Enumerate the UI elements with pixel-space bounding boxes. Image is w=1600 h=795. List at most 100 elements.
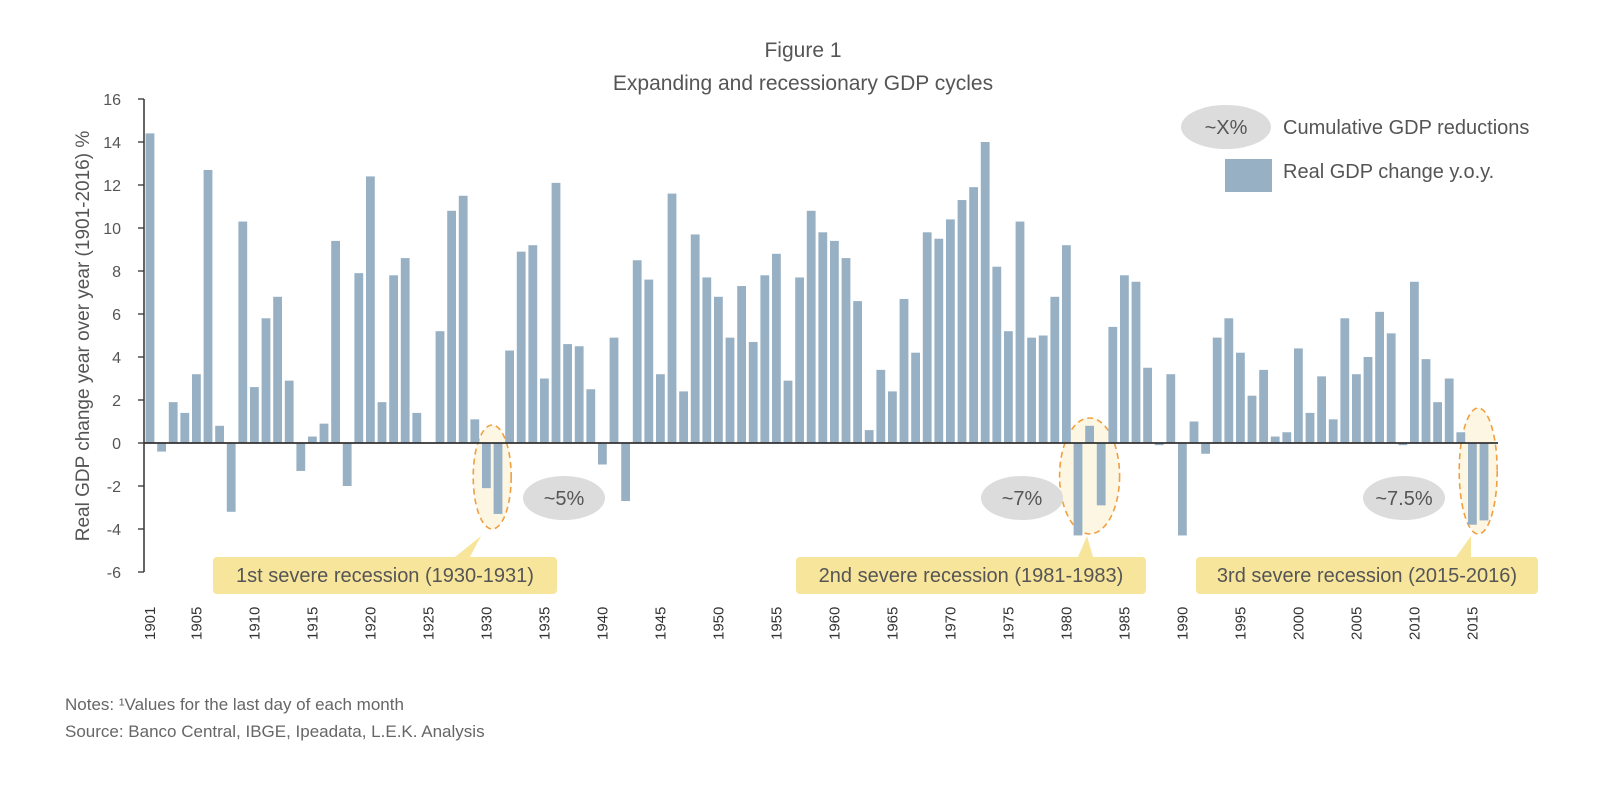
x-tick-label: 1945 <box>652 607 669 640</box>
y-tick-label: 2 <box>112 393 121 410</box>
bar <box>679 391 688 443</box>
y-tick-label: 12 <box>103 178 121 195</box>
bar <box>1398 443 1408 446</box>
x-tick-label: 1990 <box>1174 607 1191 640</box>
legend-bar-label: Real GDP change y.o.y. <box>1283 161 1494 183</box>
bar <box>296 443 306 471</box>
legend-reduction-label: Cumulative GDP reductions <box>1283 117 1529 139</box>
axes <box>143 99 1498 572</box>
bar <box>795 277 804 443</box>
bar <box>598 443 607 465</box>
bar <box>354 273 364 443</box>
bar <box>1259 369 1268 443</box>
bar <box>192 374 201 443</box>
bar <box>864 430 874 443</box>
x-tick-label: 1910 <box>246 607 263 640</box>
bar <box>551 182 561 443</box>
bar <box>1178 443 1187 536</box>
bar <box>1201 443 1210 454</box>
bar <box>1004 331 1013 443</box>
bar <box>818 232 828 443</box>
bar <box>516 251 526 443</box>
bar <box>1247 395 1257 443</box>
bar <box>1328 419 1338 443</box>
reduction-label: ~5% <box>544 488 585 510</box>
x-tick-label: 1985 <box>1116 607 1133 640</box>
recession-highlight-ellipse <box>1458 407 1498 535</box>
bar <box>574 346 584 443</box>
bar <box>400 258 410 443</box>
bar <box>1270 436 1280 443</box>
reduction-label: ~7.5% <box>1375 488 1432 510</box>
bar <box>656 374 665 443</box>
x-tick-label: 2000 <box>1290 607 1307 640</box>
bar <box>1421 359 1431 443</box>
callout-pointer <box>455 536 481 557</box>
bar <box>238 221 248 443</box>
x-tick-label: 1920 <box>362 607 379 640</box>
bar <box>505 350 514 443</box>
bar <box>203 169 213 443</box>
bar <box>888 391 897 443</box>
recession-callout-label: 2nd severe recession (1981-1983) <box>819 565 1124 587</box>
bar <box>714 296 723 443</box>
y-tick-label: 4 <box>112 350 121 367</box>
bar <box>1352 374 1361 443</box>
recession-callout-box <box>1196 557 1538 594</box>
legend-reduction-pill <box>1181 105 1271 149</box>
bar <box>1363 357 1373 443</box>
reduction-label: ~7% <box>1002 488 1043 510</box>
bar <box>1062 245 1071 443</box>
notes-line: Notes: ¹Values for the last day of each … <box>65 695 404 714</box>
bar <box>1456 432 1466 443</box>
x-tick-label: 1970 <box>942 607 959 640</box>
legend-bar-swatch <box>1225 159 1272 192</box>
chart-subtitle: Expanding and recessionary GDP cycles <box>613 72 993 95</box>
bar <box>934 238 944 443</box>
bar <box>911 352 920 443</box>
bar <box>922 232 932 443</box>
bar <box>946 219 955 443</box>
bar <box>308 436 317 443</box>
x-tick-label: 2010 <box>1406 607 1423 640</box>
bar <box>157 443 166 452</box>
bar <box>447 210 456 443</box>
bar <box>250 387 259 443</box>
bar <box>342 443 352 486</box>
bar <box>644 279 654 443</box>
x-tick-label: 1975 <box>1000 607 1017 640</box>
legend-reduction-symbol: ~X% <box>1205 117 1248 139</box>
x-tick-label: 1935 <box>536 607 553 640</box>
bar <box>748 341 758 443</box>
y-tick-label: -4 <box>107 522 121 539</box>
x-tick-label: 2005 <box>1348 607 1365 640</box>
x-tick-label: 1940 <box>594 607 611 640</box>
recession-callout-label: 1st severe recession (1930-1931) <box>236 565 534 587</box>
y-tick-label: -6 <box>107 565 121 582</box>
bar <box>1015 221 1025 443</box>
bar <box>1224 318 1234 443</box>
bar <box>841 258 851 443</box>
bar <box>1340 318 1350 443</box>
bar <box>760 275 770 443</box>
bar <box>1085 425 1094 443</box>
bar <box>284 380 294 443</box>
bar <box>563 344 572 443</box>
x-tick-label: 1950 <box>710 607 727 640</box>
x-tick-label: 1901 <box>142 607 159 640</box>
bar <box>1375 311 1384 443</box>
bar <box>261 318 271 443</box>
y-tick-label: 14 <box>103 135 121 152</box>
chart-title: Figure 1 <box>764 39 841 62</box>
bar <box>609 337 619 443</box>
bar <box>957 200 967 443</box>
bar <box>772 253 781 443</box>
bars <box>145 133 1489 536</box>
bar <box>458 195 468 443</box>
bar <box>389 275 398 443</box>
bar <box>725 337 735 443</box>
bar <box>980 142 990 443</box>
callout-pointer <box>1456 536 1471 557</box>
